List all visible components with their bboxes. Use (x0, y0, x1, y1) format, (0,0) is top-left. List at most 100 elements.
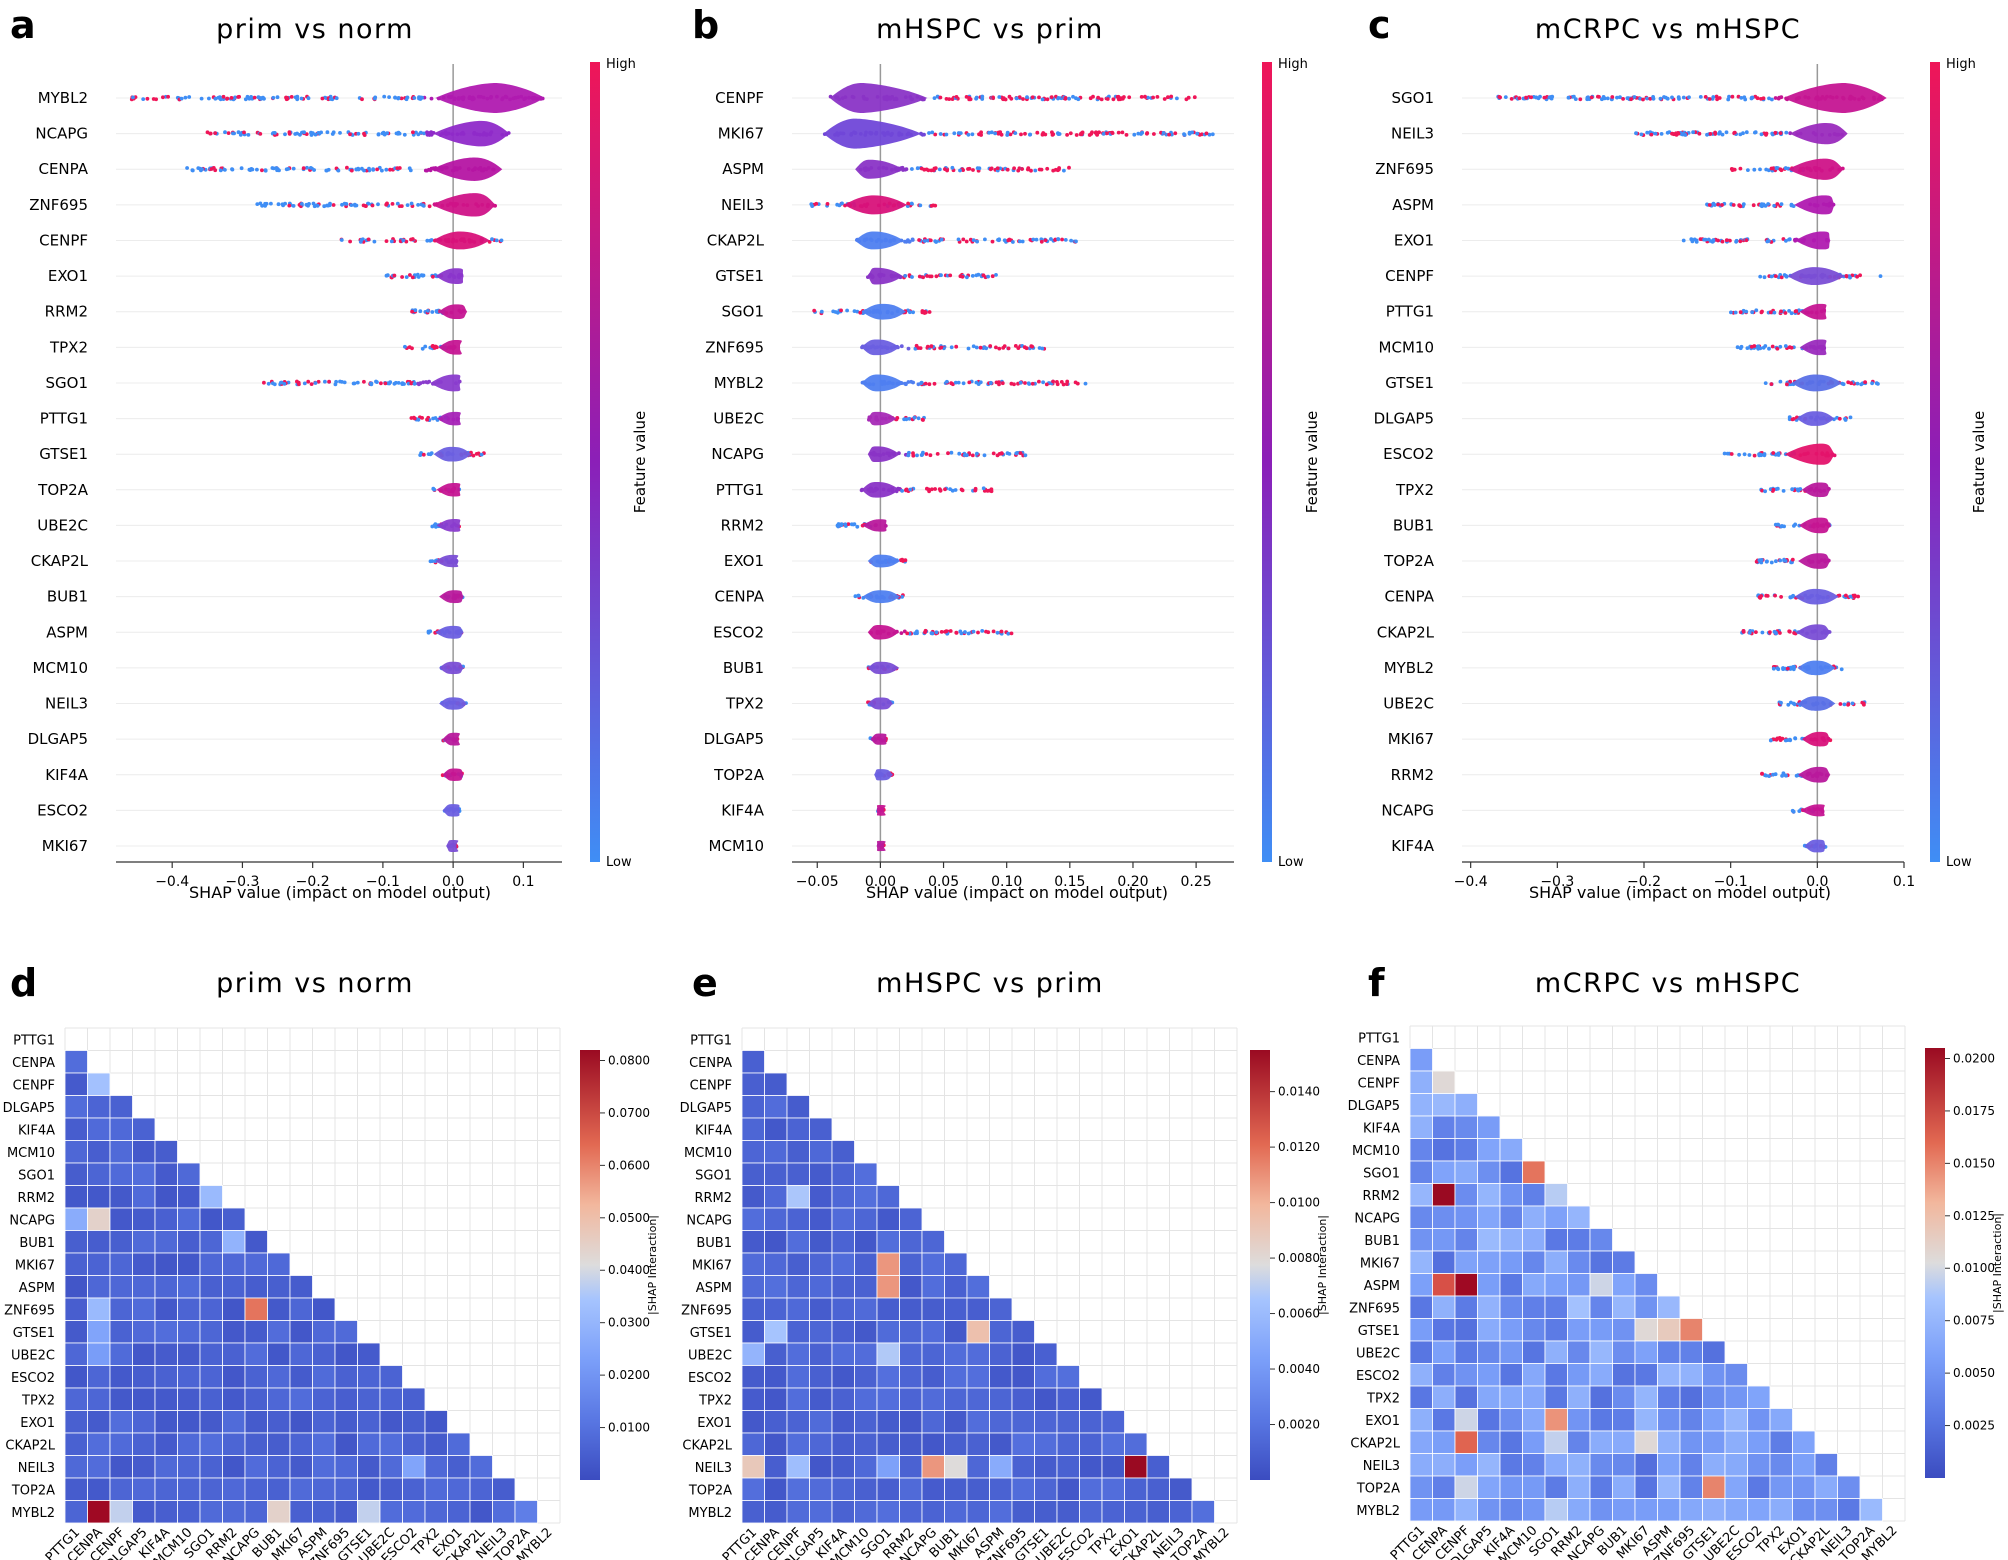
feature-label: EXO1 (724, 552, 764, 570)
heat-cell (831, 1185, 855, 1209)
shap-dot (356, 131, 361, 136)
heat-cell (1567, 1385, 1591, 1409)
shap-dot (903, 274, 908, 278)
heat-row-label: RRM2 (17, 1191, 55, 1206)
shap-dot (402, 132, 407, 137)
feature-label: NCAPG (35, 125, 88, 143)
shap-dot (1184, 97, 1189, 102)
shap-dot (255, 167, 259, 172)
heat-cell (809, 1297, 833, 1321)
shap-dot (919, 131, 923, 136)
heat-cell (1169, 1500, 1193, 1524)
shap-dot (145, 96, 150, 101)
feature-label: NEIL3 (721, 196, 764, 214)
shap-dot (1778, 379, 1783, 384)
heat-cell (64, 1207, 88, 1231)
shap-dot (899, 344, 904, 349)
shap-dot (338, 131, 342, 135)
shap-dot (1788, 379, 1792, 384)
feature-label: SGO1 (46, 374, 89, 392)
shap-dot (947, 97, 952, 101)
shap-dot (245, 94, 250, 99)
heat-cell (966, 1455, 990, 1479)
violin-shape (1790, 123, 1848, 145)
heat-cell (741, 1410, 765, 1434)
heat-cell (741, 1297, 765, 1321)
heat-cell (944, 1342, 968, 1366)
shap-dot (1030, 381, 1035, 386)
feature-label: TPX2 (725, 695, 764, 713)
shap-dot (352, 381, 357, 386)
shap-dot (1773, 593, 1777, 598)
feature-label: SGO1 (722, 303, 765, 321)
heat-cell (132, 1500, 156, 1524)
violin-plot-b: −0.05 0.00 0.05 0.10 0.15 0.20 0.25CENPFMKI67A… (704, 64, 1234, 890)
heat-cell (1499, 1408, 1523, 1432)
shap-dot (1035, 130, 1040, 135)
shap-dot (320, 96, 325, 101)
shap-dot (1713, 131, 1717, 136)
heat-cell (267, 1365, 291, 1389)
heat-cell (1454, 1093, 1478, 1117)
shap-dot (1538, 94, 1542, 99)
heat-cell (177, 1207, 201, 1231)
heat-cell (1409, 1273, 1433, 1297)
shap-dot (1738, 239, 1743, 244)
heat-cell (764, 1207, 788, 1231)
shap-dot (1013, 344, 1018, 348)
heat-row-label: TOP2A (688, 1483, 732, 1498)
shap-dot (187, 95, 192, 99)
heat-cell (1432, 1250, 1456, 1274)
shap-dot (1167, 132, 1171, 137)
shap-dot (959, 631, 964, 636)
heat-cell (357, 1500, 381, 1524)
violin-shape (844, 195, 908, 215)
shap-dot (1676, 131, 1680, 135)
feature-label: TPX2 (49, 338, 88, 356)
heat-cell (1702, 1453, 1726, 1477)
shap-dot (359, 237, 364, 242)
violin-shape (435, 268, 464, 284)
heat-cell (764, 1230, 788, 1254)
heat-cell (267, 1320, 291, 1344)
shap-dot (1735, 345, 1740, 350)
colorbar-a-low: Low (606, 855, 632, 870)
shap-dot (1779, 524, 1784, 529)
shap-dot (1597, 95, 1601, 99)
heat-cell (87, 1207, 111, 1231)
heat-cell (1477, 1385, 1501, 1409)
heat-cell (1522, 1183, 1546, 1207)
heat-cell (899, 1455, 923, 1479)
panel-label-b: b (692, 3, 719, 47)
heat-cell (109, 1477, 133, 1501)
heatmap-d: PTTG1CENPACENPFDLGAP5KIF4AMCM10SGO1RRM2N… (3, 1027, 659, 1560)
shap-dot (911, 310, 915, 315)
heat-row-label: BUB1 (19, 1236, 55, 1251)
shap-dot (837, 203, 842, 208)
heat-cell (289, 1410, 313, 1434)
heat-cell (786, 1252, 810, 1276)
heat-cell (1409, 1228, 1433, 1252)
shap-dot (819, 309, 824, 314)
shap-dot (384, 239, 389, 244)
heat-cell (989, 1477, 1013, 1501)
shap-dot (1076, 97, 1081, 102)
shap-dot (1773, 274, 1778, 278)
heat-cell (1612, 1498, 1636, 1522)
shap-dot (1789, 311, 1794, 316)
feature-label: ASPM (722, 160, 764, 178)
heat-cell (1612, 1250, 1636, 1274)
heat-row-label: CENPF (13, 1078, 55, 1093)
shap-dot (1787, 629, 1792, 634)
shap-dot (981, 273, 986, 278)
shap-dot (982, 453, 987, 458)
heat-row-label: RRM2 (1362, 1189, 1400, 1204)
x-tick-label: 0.10 (991, 874, 1022, 890)
shap-dot (1023, 131, 1027, 136)
shap-dot (1703, 95, 1708, 99)
violin-shape (867, 411, 897, 426)
heat-cell (831, 1455, 855, 1479)
heat-cell (764, 1477, 788, 1501)
heat-row-label: KIF4A (695, 1123, 732, 1138)
